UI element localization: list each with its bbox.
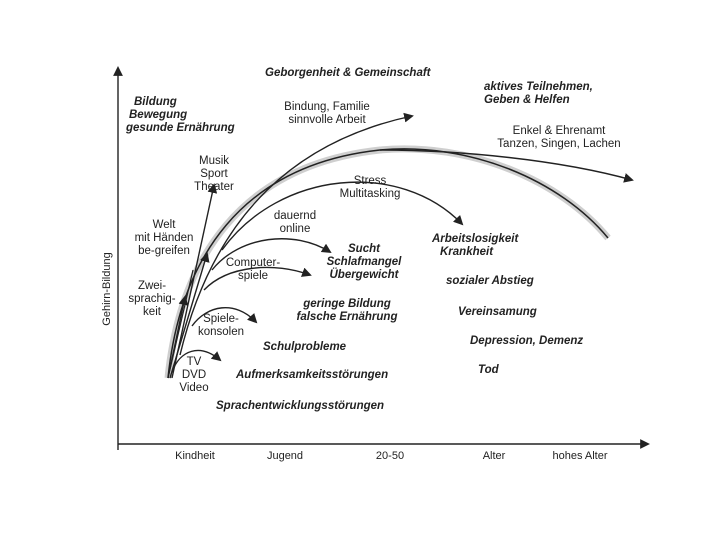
effect-depression: Depression, Demenz: [470, 335, 584, 347]
label-welt-line2: mit Händen: [134, 232, 194, 244]
label-musik-line3: Theater: [194, 181, 234, 193]
label-aktives-teilnehmen: aktives Teilnehmen, Geben & Helfen: [484, 81, 593, 107]
x-tick-jugend: Jugend: [266, 450, 304, 462]
effect-sucht-line2: Schlafmangel: [326, 256, 402, 268]
label-zwei: Zwei- sprachig- keit: [118, 280, 186, 319]
label-musik-line2: Sport: [200, 168, 228, 180]
effect-sprachentwicklung: Sprachentwicklungsstörungen: [216, 400, 385, 412]
label-enkel-line2: Tanzen, Singen, Lachen: [497, 138, 621, 150]
label-bildung-line3: gesunde Ernährung: [126, 122, 235, 134]
curve-online: [211, 238, 332, 271]
label-computer-line2: spiele: [237, 270, 269, 282]
label-stress-line2: Multitasking: [339, 188, 401, 200]
curve-computer: [203, 266, 312, 291]
arrow-bildung: [167, 269, 194, 379]
effect-bildung-line1: geringe Bildung: [303, 298, 391, 310]
label-zwei-line1: Zwei-: [137, 280, 167, 292]
label-online: dauernd online: [258, 210, 332, 236]
label-bildung-line2: Bewegung: [129, 109, 188, 121]
effect-aufmerksamkeit: Aufmerksamkeitsstörungen: [236, 369, 389, 381]
label-konsolen: Spiele- konsolen: [184, 313, 258, 339]
label-musik: Musik Sport Theater: [186, 155, 242, 194]
effect-sucht-line3: Übergewicht: [329, 269, 399, 281]
label-aktives-line2: Geben & Helfen: [484, 94, 570, 106]
label-bindung-line1: Bindung, Familie: [284, 101, 370, 113]
label-zwei-line3: keit: [143, 306, 161, 318]
curve-konsolen: [191, 307, 258, 327]
label-stress-line1: Stress: [353, 175, 387, 187]
curve-stress: [221, 181, 464, 251]
effect-arbeitslosigkeit: Arbeitslosigkeit Krankheit: [432, 233, 518, 259]
label-enkel: Enkel & Ehrenamt Tanzen, Singen, Lachen: [484, 125, 634, 151]
label-welt: Welt mit Händen be-greifen: [124, 219, 204, 258]
label-aktives-line1: aktives Teilnehmen,: [484, 81, 593, 93]
effect-arbeitslos-line2: Krankheit: [440, 246, 494, 258]
label-tv-line1: TV: [186, 356, 202, 368]
label-tv: TV DVD Video: [170, 356, 218, 395]
effect-vereinsamung: Vereinsamung: [458, 306, 537, 318]
label-online-line1: dauernd: [273, 210, 317, 222]
label-bildung-line1: Bildung: [134, 96, 177, 108]
effect-sucht-line1: Sucht: [348, 243, 380, 255]
effect-sozialer-abstieg: sozialer Abstieg: [446, 275, 534, 287]
label-online-line2: online: [279, 223, 311, 235]
effect-schulprobleme: Schulprobleme: [263, 341, 347, 353]
label-geborgenheit: Geborgenheit & Gemeinschaft: [265, 67, 431, 79]
label-welt-line1: Welt: [152, 219, 176, 231]
label-computer-line1: Computer-: [225, 257, 281, 269]
label-bindung: Bindung, Familie sinnvolle Arbeit: [262, 101, 392, 127]
curve-bindung: [179, 112, 414, 356]
label-bindung-line2: sinnvolle Arbeit: [288, 114, 366, 126]
arrow-welt: [169, 252, 210, 379]
label-bildung-bewegung: Bildung Bewegung gesunde Ernährung: [126, 96, 235, 135]
curve-enkel: [379, 149, 634, 183]
label-konsolen-line2: konsolen: [197, 326, 245, 338]
x-tick-alter: Alter: [482, 450, 506, 462]
effect-arbeitslos-line1: Arbeitslosigkeit: [432, 233, 519, 245]
label-tv-line3: Video: [179, 382, 209, 394]
x-tick-kindheit: Kindheit: [175, 450, 215, 462]
effect-bildung-line2: falsche Ernährung: [296, 311, 398, 323]
label-stress: Stress Multitasking: [330, 175, 410, 201]
label-musik-line1: Musik: [198, 155, 230, 167]
label-computer: Computer- spiele: [216, 257, 290, 283]
y-axis-label: Gehirn-Bildung: [101, 252, 113, 326]
main-curve: [167, 148, 609, 379]
label-enkel-line1: Enkel & Ehrenamt: [512, 125, 606, 137]
effect-geringe-bildung: geringe Bildung falsche Ernährung: [282, 298, 412, 324]
label-welt-line3: be-greifen: [138, 245, 190, 257]
label-konsolen-line1: Spiele-: [203, 313, 239, 325]
x-tick-20-50: 20-50: [375, 450, 405, 462]
label-tv-line2: DVD: [181, 369, 207, 381]
label-zwei-line2: sprachig-: [128, 293, 176, 305]
effect-sucht: Sucht Schlafmangel Übergewicht: [312, 243, 416, 282]
x-tick-hohes-alter: hohes Alter: [552, 450, 608, 462]
effect-tod: Tod: [478, 364, 499, 376]
